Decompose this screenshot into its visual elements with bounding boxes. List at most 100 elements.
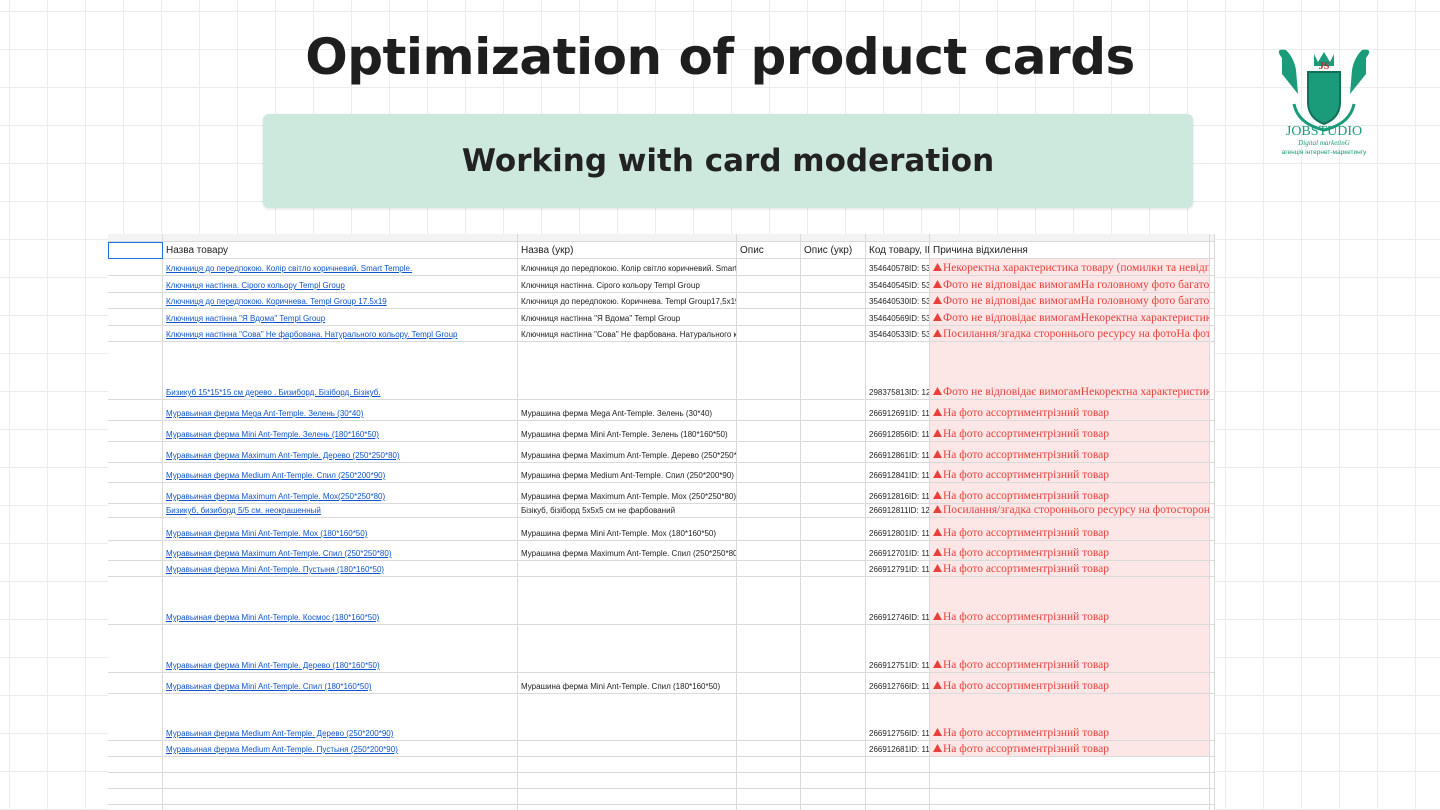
product-name-ukr: Мурашина ферма Medium Ant-Temple. Спил (… — [521, 471, 734, 480]
product-link[interactable]: Ключниця до передпокою. Колір світло кор… — [166, 264, 413, 273]
table-cell: На фото ассортиментрізний товар — [930, 421, 1210, 442]
product-link[interactable]: Муравьиная ферма Mini Ant-Temple. Спил (… — [166, 682, 372, 691]
empty-cell — [518, 805, 737, 810]
empty-cell — [737, 773, 801, 789]
warning-icon — [933, 528, 942, 536]
rejection-reason: Посилання/згадка стороннього ресурсу на … — [943, 328, 1210, 340]
rejection-reason: Фото не відповідає вимогамНа головному ф… — [943, 279, 1210, 291]
table-cell — [1210, 483, 1215, 504]
rejection-reason: На фото ассортиментрізний товар — [943, 527, 1109, 539]
header-cell: Назва товару — [163, 242, 518, 259]
table-cell: Муравьиная ферма Maximum Ant-Temple. Спи… — [163, 541, 518, 561]
product-link[interactable]: Ключниця настінна "Я Вдома" Templ Group — [166, 314, 326, 323]
empty-cell — [108, 773, 163, 789]
warning-triangle — [933, 528, 942, 536]
product-link[interactable]: Муравьиная ферма Medium Ant-Temple. Пуст… — [166, 745, 398, 754]
product-link[interactable]: Бизикуб, бизиборд 5/5 см. неокрашенный — [166, 506, 321, 515]
table-cell: 266912816ID: 115 — [866, 483, 930, 504]
product-link[interactable]: Муравьиная ферма Mini Ant-Temple. Дерево… — [166, 661, 380, 670]
product-code: 354640530ID: 537 — [869, 297, 930, 306]
warning-icon — [933, 660, 942, 668]
table-cell: Муравьиная ферма Mega Ant-Temple. Зелень… — [163, 400, 518, 421]
rejection-reason: На фото ассортиментрізний товар — [943, 680, 1109, 692]
product-link[interactable]: Ключниця настінна. Сірого кольору Templ … — [166, 281, 345, 290]
warning-triangle — [933, 263, 942, 271]
product-link[interactable]: Ключниця до передпокою. Коричнева. Templ… — [166, 297, 387, 306]
table-cell — [737, 625, 801, 673]
table-cell: 266912756ID: 115 — [866, 694, 930, 741]
table-cell: Муравьиная ферма Mini Ant-Temple. Пустын… — [163, 561, 518, 577]
table-cell: Муравьиная ферма Maximum Ant-Temple. Дер… — [163, 442, 518, 463]
table-cell: Фото не відповідає вимогамНекоректна хар… — [930, 309, 1210, 326]
table-cell: На фото ассортиментрізний товар — [930, 518, 1210, 541]
product-code: 266912681ID: 115 — [869, 745, 930, 754]
rejection-reason: Фото не відповідає вимогамНа головному ф… — [943, 295, 1210, 307]
warning-icon — [933, 470, 942, 478]
table-cell: Ключниця настінна "Сова" Не фарбована. Н… — [518, 326, 737, 342]
empty-cell — [930, 789, 1210, 805]
warning-icon — [933, 744, 942, 752]
table-cell — [801, 342, 866, 400]
table-cell — [1210, 326, 1215, 342]
table-cell — [737, 309, 801, 326]
product-link[interactable]: Ключниця настінна "Сова" Не фарбована. Н… — [166, 330, 458, 339]
product-link[interactable]: Муравьиная ферма Medium Ant-Temple. Спил… — [166, 471, 386, 480]
table-cell — [801, 309, 866, 326]
product-name-ukr: Мурашина ферма Mega Ant-Temple. Зелень (… — [521, 409, 713, 418]
product-name-ukr: Мурашина ферма Mini Ant-Temple. Спил (18… — [521, 682, 721, 691]
table-cell — [1210, 561, 1215, 577]
product-code: 354640569ID: 536 — [869, 314, 930, 323]
table-cell: Мурашина ферма Mini Ant-Temple. Зелень (… — [518, 421, 737, 442]
empty-cell — [866, 773, 930, 789]
table-cell: Посилання/згадка стороннього ресурсу на … — [930, 326, 1210, 342]
product-link[interactable]: Муравьиная ферма Maximum Ant-Temple. Мох… — [166, 492, 386, 501]
table-cell: Фото не відповідає вимогамНекоректна хар… — [930, 342, 1210, 400]
warning-triangle — [933, 505, 942, 513]
table-cell — [518, 561, 737, 577]
product-link[interactable]: Муравьиная ферма Mini Ant-Temple. Космос… — [166, 613, 380, 622]
empty-cell — [518, 789, 737, 805]
product-link[interactable]: Муравьиная ферма Mini Ant-Temple. Мох (1… — [166, 529, 368, 538]
table-cell — [1210, 625, 1215, 673]
table-cell: 266912801ID: 115 — [866, 518, 930, 541]
logo-horse-left — [1278, 49, 1298, 94]
table-cell — [737, 561, 801, 577]
header-cell: Опис — [737, 242, 801, 259]
product-link[interactable]: Муравьиная ферма Mini Ant-Temple. Зелень… — [166, 430, 379, 439]
warning-icon — [933, 408, 942, 416]
product-link[interactable]: Муравьиная ферма Maximum Ant-Temple. Спи… — [166, 549, 392, 558]
product-link[interactable]: Муравьиная ферма Mega Ant-Temple. Зелень… — [166, 409, 364, 418]
table-cell: 354640578ID: 537 — [866, 259, 930, 276]
product-name-ukr: Бізікуб, бізіборд 5х5х5 см не фарбований — [521, 506, 676, 515]
table-cell — [518, 625, 737, 673]
table-cell: Фото не відповідає вимогамНа головному ф… — [930, 276, 1210, 293]
product-link[interactable]: Бизикуб 15*15*15 см дерево . Бизиборд. Б… — [166, 388, 381, 397]
product-code: 298375813ID: 122 — [869, 388, 930, 397]
product-link[interactable]: Муравьиная ферма Medium Ant-Temple. Дере… — [166, 729, 394, 738]
table-cell — [108, 309, 163, 326]
rejection-reason: Фото не відповідає вимогамНекоректна хар… — [943, 386, 1210, 398]
table-cell — [801, 741, 866, 757]
product-link[interactable]: Муравьиная ферма Maximum Ant-Temple. Дер… — [166, 451, 400, 460]
table-cell — [801, 276, 866, 293]
table-cell: Бізікуб, бізіборд 5х5х5 см не фарбований — [518, 504, 737, 518]
table-cell — [1210, 577, 1215, 625]
table-cell — [801, 442, 866, 463]
table-cell — [801, 673, 866, 694]
table-cell: 266912746ID: 115 — [866, 577, 930, 625]
product-code: 266912751ID: 115 — [869, 661, 930, 670]
empty-cell — [518, 757, 737, 773]
product-link[interactable]: Муравьиная ферма Mini Ant-Temple. Пустын… — [166, 565, 385, 574]
column-letter-cell — [1210, 234, 1215, 242]
rejection-reason: Фото не відповідає вимогамНекоректна хар… — [943, 312, 1210, 324]
table-cell: Ключниця до передпокою. Коричнева. Templ… — [518, 293, 737, 309]
spreadsheet: Назва товару Назва (укр) Опис Опис (укр) Код… — [108, 234, 1215, 810]
logo-horse-right — [1350, 49, 1370, 94]
product-code: 266912801ID: 115 — [869, 529, 930, 538]
table-cell — [737, 483, 801, 504]
empty-cell — [801, 757, 866, 773]
table-cell: 354640530ID: 537 — [866, 293, 930, 309]
logo-monogram: JS — [1319, 61, 1330, 72]
header-cell — [108, 242, 163, 259]
